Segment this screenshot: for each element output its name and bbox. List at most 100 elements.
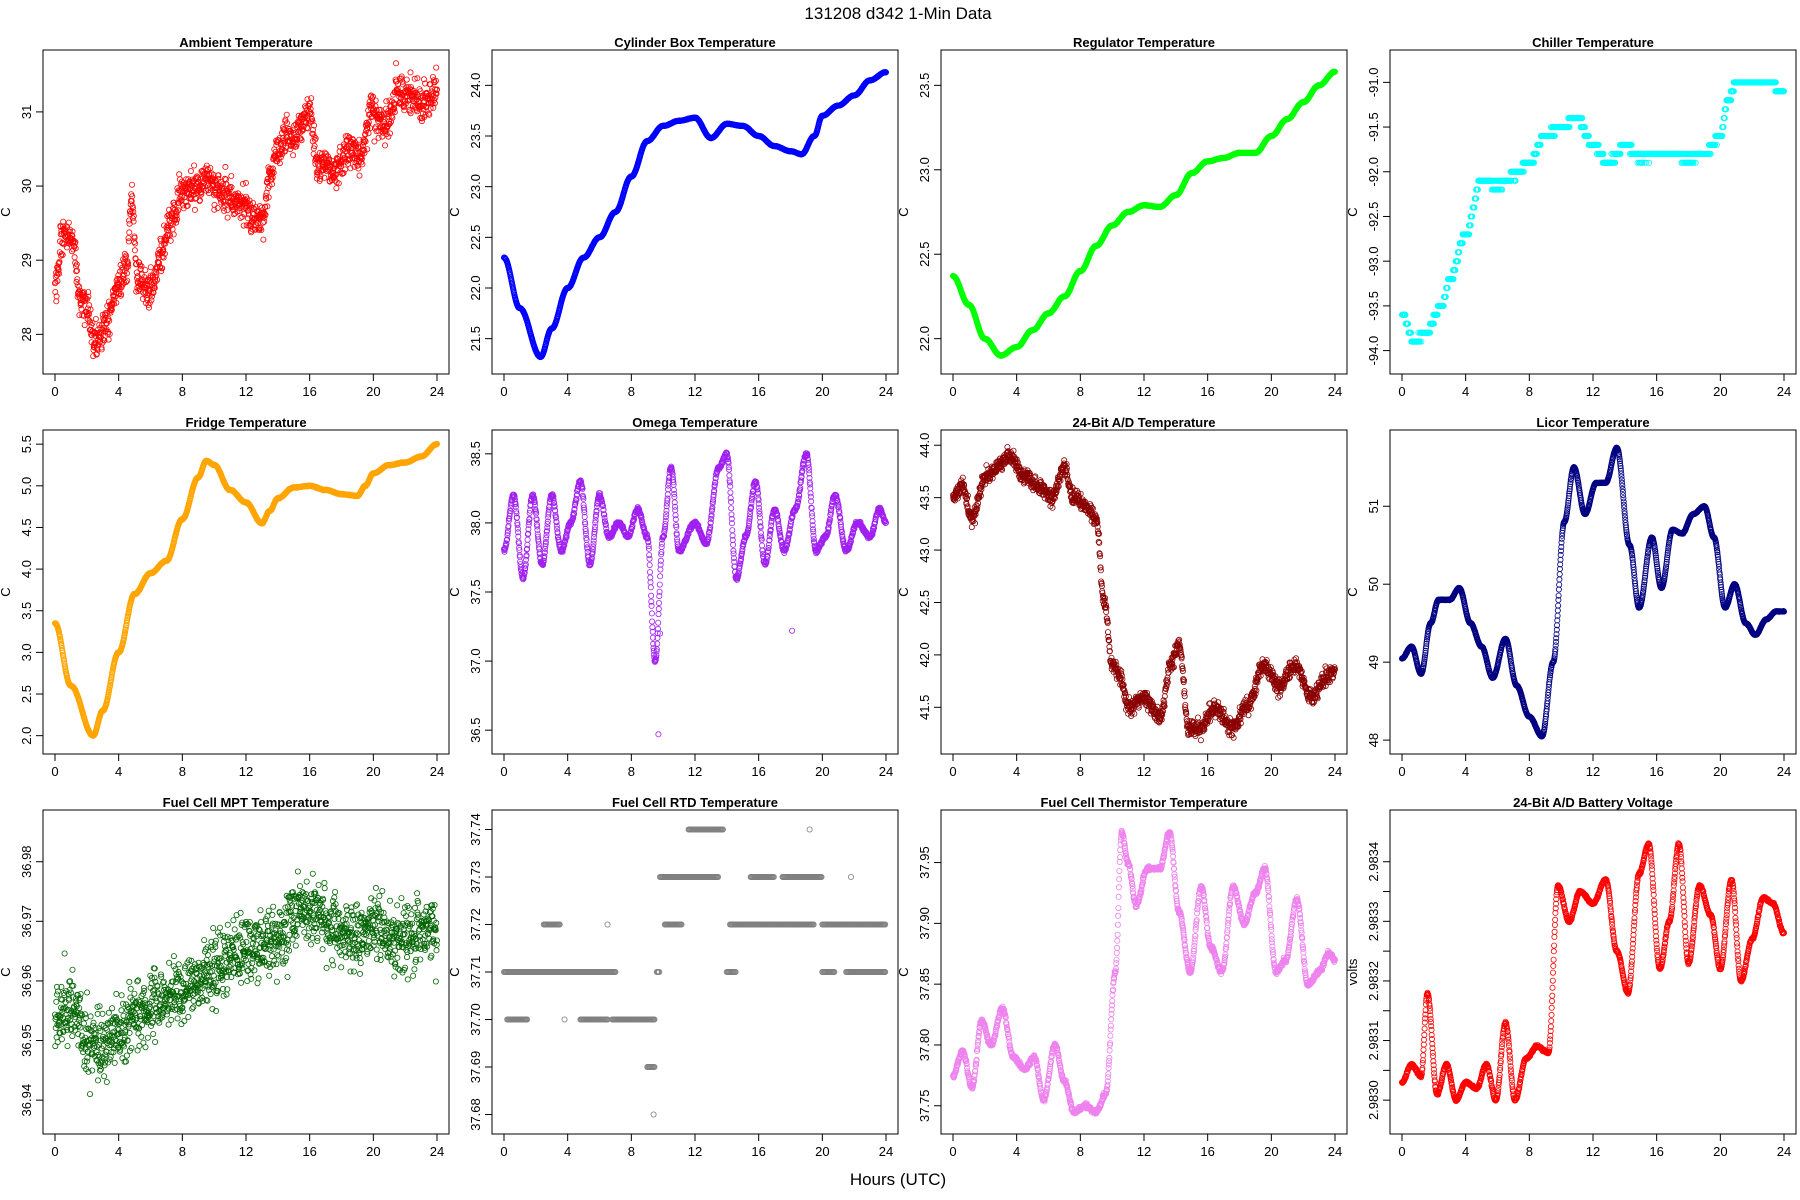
data-point [69,248,76,255]
data-point [191,162,198,169]
y-tick-label: 22.0 [468,275,483,300]
data-point [132,240,139,247]
data-point [261,218,268,225]
data-points [950,68,1339,359]
data-point [81,289,88,296]
y-axis: 21.522.022.523.023.524.0C [447,73,493,351]
data-point [293,143,300,150]
x-tick-label: 8 [1077,384,1084,399]
data-point [154,276,161,283]
data-point [239,180,246,187]
data-point [56,270,63,277]
data-point [237,214,244,221]
x-tick-label: 4 [1013,384,1020,399]
data-point [224,207,231,214]
data-point [309,126,316,133]
data-point [60,218,67,225]
data-point [299,127,306,134]
data-point [105,328,112,335]
data-point [85,293,92,300]
data-point [87,306,94,313]
data-point [74,267,81,274]
data-points [52,60,440,360]
data-point [248,229,255,236]
data-point [301,114,308,121]
data-point [312,135,319,142]
x-tick-label: 16 [751,384,765,399]
y-axis-label: C [447,207,462,216]
x-axis: 0 4 8 12 16 20 24 [51,373,444,399]
data-point [173,219,180,226]
data-point [71,254,78,261]
data-point [221,207,228,214]
x-tick-label: 12 [1137,384,1151,399]
data-point [71,243,78,250]
data-point [176,171,183,178]
data-point [125,235,132,242]
data-point [76,312,83,319]
data-point [122,279,129,286]
data-point [125,260,132,267]
x-tick-label: 12 [688,384,702,399]
data-point [59,251,66,258]
data-point [269,165,276,172]
data-point [215,172,222,179]
data-point [145,301,152,308]
data-point [106,330,113,337]
data-point [175,207,182,214]
data-point [73,268,80,275]
x-tick-label: 16 [1200,384,1214,399]
chart-panels: Ambient Temperature0481216202428293031CC… [0,35,1797,1159]
data-point [214,205,221,212]
data-point [159,265,166,272]
data-point [310,130,317,137]
data-point [298,137,305,144]
data-point [96,321,103,328]
x-tick-label: 20 [366,384,380,399]
data-point [283,120,290,127]
data-point [159,248,166,255]
y-axis: 22.022.523.023.5C [896,73,942,351]
data-point [109,300,116,307]
data-point [303,119,310,126]
data-point [225,190,232,197]
data-point [147,264,154,271]
data-point [152,278,159,285]
x-tick-label: 8 [628,384,635,399]
data-point [228,172,235,179]
data-point [136,262,143,269]
y-tick-label: 31 [19,105,34,119]
x-tick-label: 0 [500,384,507,399]
data-point [90,353,97,360]
data-point [81,322,88,329]
data-point [85,289,92,296]
data-point [142,267,149,274]
data-point [295,112,302,119]
data-point [161,250,168,257]
data-point [311,142,318,149]
data-point [127,208,134,215]
y-tick-label: 28 [19,327,34,341]
panel-title: Cylinder Box Temperature [614,35,776,50]
y-tick-label: 23.5 [917,73,932,98]
data-points [1399,79,1788,345]
panel-title: Ambient Temperature [179,35,312,50]
data-point [56,258,63,265]
data-point [311,133,318,140]
data-point [262,192,269,199]
y-tick-label: 30 [19,179,34,193]
data-point [65,219,72,226]
data-point [69,228,76,235]
data-point [191,206,198,213]
data-point [133,269,140,276]
data-point [86,302,93,309]
data-point [220,199,227,206]
x-tick-label: 20 [815,384,829,399]
data-point [167,237,174,244]
data-point [252,204,259,211]
data-point [222,163,229,170]
